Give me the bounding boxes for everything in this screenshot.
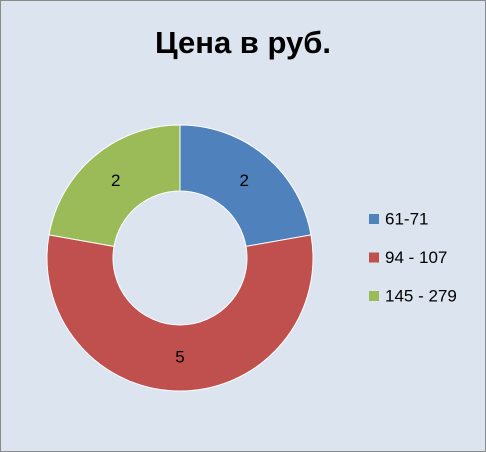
chart-title: Цена в руб. [155,25,331,60]
legend-label: 94 - 107 [385,248,447,267]
data-label: 5 [175,347,184,366]
legend-label: 145 - 279 [385,286,457,305]
donut-segment [46,234,314,392]
legend-swatch [369,214,379,224]
data-label: 2 [111,171,120,190]
donut-segment [179,124,312,247]
legend-label: 61-71 [385,209,428,228]
legend-swatch [369,291,379,301]
legend-swatch [369,252,379,263]
donut-segment [48,124,181,247]
data-label: 2 [240,171,249,190]
